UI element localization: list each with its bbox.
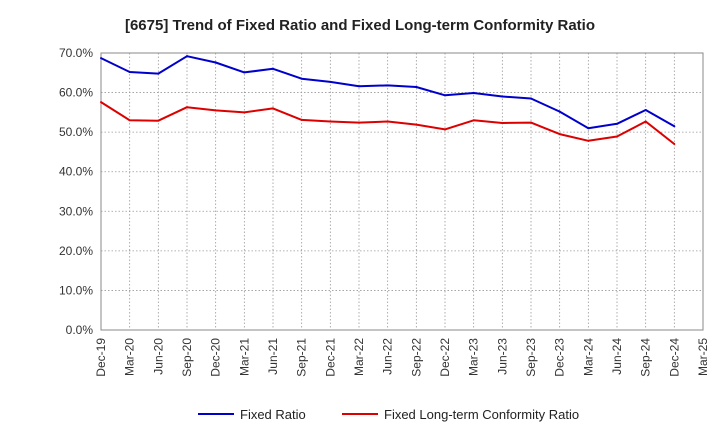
y-tick-label: 40.0%	[59, 165, 93, 179]
x-tick-label: Sep-23	[524, 338, 538, 377]
data-point	[214, 109, 217, 112]
data-point	[272, 67, 274, 70]
x-tick-label: Dec-22	[438, 338, 452, 377]
x-tick-label: Mar-21	[237, 338, 251, 376]
data-point	[558, 133, 561, 136]
x-tick-label: Jun-21	[266, 338, 280, 375]
data-point	[616, 122, 618, 125]
data-point	[128, 119, 131, 122]
x-tick-label: Sep-24	[639, 338, 653, 377]
data-point	[386, 120, 389, 123]
x-tick-label: Dec-19	[94, 338, 108, 377]
data-point	[386, 84, 389, 87]
chart-title: [6675] Trend of Fixed Ratio and Fixed Lo…	[125, 17, 595, 34]
y-tick-label: 20.0%	[59, 244, 93, 258]
data-point	[358, 85, 360, 88]
legend-label-0: Fixed Ratio	[240, 407, 306, 422]
data-point	[300, 77, 303, 80]
y-tick-label: 50.0%	[59, 125, 93, 139]
data-point	[186, 106, 188, 109]
data-point	[214, 61, 217, 64]
grid	[100, 52, 704, 331]
x-tick-label: Sep-20	[180, 338, 194, 377]
y-tick-label: 60.0%	[59, 86, 93, 100]
y-axis: 0.0% 10.0% 20.0% 30.0% 40.0% 50.0% 60.0% 70.0%	[59, 46, 93, 337]
x-tick-label: Dec-21	[323, 338, 337, 377]
x-tick-label: Sep-21	[295, 338, 309, 377]
legend-label-1: Fixed Long-term Conformity Ratio	[384, 407, 579, 422]
x-tick-label: Jun-23	[495, 338, 509, 375]
x-tick-label: Jun-20	[151, 338, 165, 375]
data-point	[501, 95, 504, 98]
y-tick-label: 10.0%	[59, 283, 93, 297]
y-tick-label: 30.0%	[59, 204, 93, 218]
series-layer	[100, 55, 676, 146]
data-point	[128, 70, 131, 73]
data-point	[186, 55, 188, 58]
x-tick-label: Mar-22	[352, 338, 366, 376]
x-tick-label: Mar-20	[123, 338, 137, 376]
data-point	[644, 120, 647, 123]
data-point	[472, 119, 475, 122]
x-tick-label: Mar-23	[467, 338, 481, 376]
data-point	[100, 101, 102, 104]
data-point	[587, 139, 590, 142]
x-tick-label: Mar-24	[581, 338, 595, 376]
data-point	[243, 111, 246, 114]
data-point	[444, 94, 446, 97]
x-tick-label: Jun-24	[610, 338, 624, 375]
x-tick-label: Dec-24	[667, 338, 681, 377]
data-point	[157, 119, 160, 122]
data-point	[501, 122, 504, 125]
data-point	[673, 143, 676, 146]
x-tick-label: Sep-22	[409, 338, 423, 377]
plot-area	[100, 52, 704, 331]
data-point	[415, 123, 418, 126]
y-tick-label: 70.0%	[59, 46, 93, 60]
data-point	[530, 121, 532, 124]
data-point	[358, 121, 360, 124]
data-point	[300, 118, 303, 121]
x-tick-label: Jun-22	[381, 338, 395, 375]
x-axis: Dec-19 Mar-20 Jun-20 Sep-20 Dec-20 Mar-21 Jun-…	[94, 338, 710, 377]
x-tick-label: Dec-23	[553, 338, 567, 377]
data-point	[329, 120, 332, 123]
data-point	[644, 108, 647, 111]
data-point	[472, 91, 475, 94]
x-tick-label: Mar-25	[696, 338, 710, 376]
data-point	[616, 135, 618, 138]
data-point	[157, 72, 160, 75]
data-point	[415, 86, 418, 89]
data-point	[272, 107, 274, 110]
data-point	[100, 57, 102, 60]
data-point	[587, 127, 590, 130]
data-point	[329, 80, 332, 83]
data-point	[243, 71, 246, 74]
data-point	[673, 125, 676, 128]
legend: Fixed Ratio Fixed Long-term Conformity Ra…	[198, 407, 579, 422]
data-point	[558, 110, 561, 113]
x-tick-label: Dec-20	[209, 338, 223, 377]
data-point	[530, 97, 532, 100]
y-tick-label: 0.0%	[66, 323, 94, 337]
data-point	[444, 128, 446, 131]
